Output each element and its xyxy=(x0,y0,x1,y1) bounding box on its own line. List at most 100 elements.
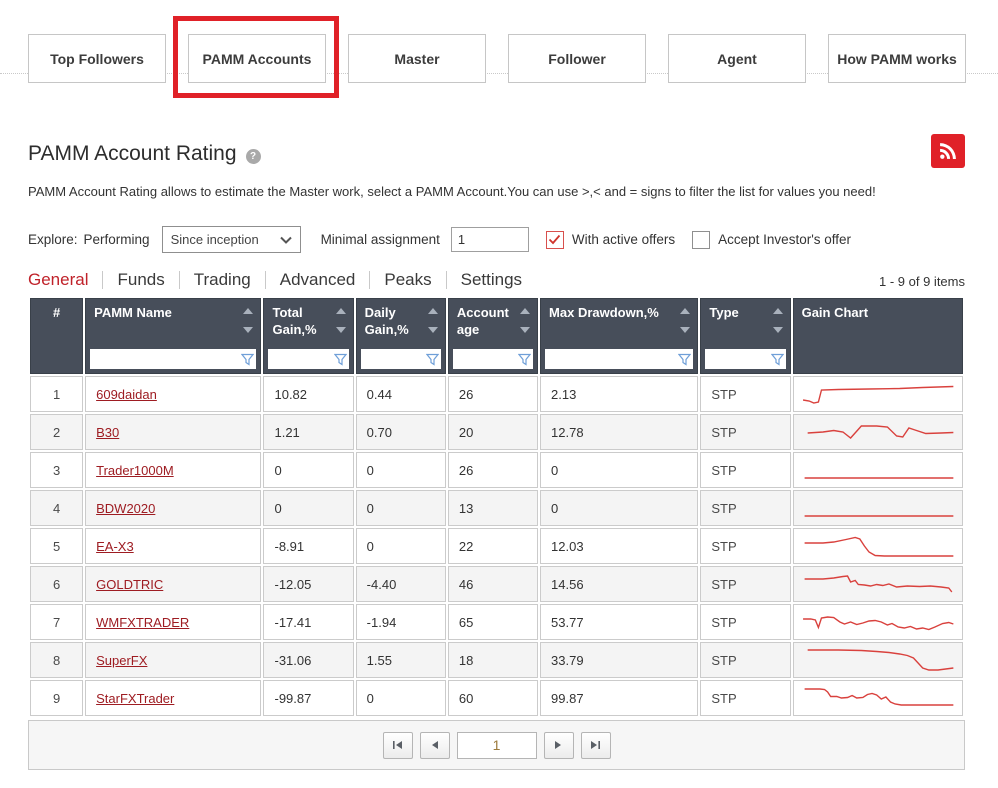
column-filter-input-pamm-name[interactable] xyxy=(90,351,242,367)
sort-ascending-icon[interactable] xyxy=(680,308,691,314)
max-drawdown-cell: 14.56 xyxy=(540,566,699,602)
column-header-total-gain[interactable]: Total Gain,% xyxy=(263,298,354,374)
max-drawdown-cell: 2.13 xyxy=(540,376,699,412)
nav-button-how-pamm-works[interactable]: How PAMM works xyxy=(828,34,966,83)
max-drawdown-cell: 12.78 xyxy=(540,414,699,450)
pamm-name-cell: B30 xyxy=(85,414,262,450)
row-number-cell: 4 xyxy=(30,490,84,526)
table-row: 1 609daidan 10.82 0.44 26 2.13 STP xyxy=(30,376,963,412)
total-gain-cell: -8.91 xyxy=(263,528,354,564)
pagination-prev-button[interactable] xyxy=(419,731,450,759)
column-header-type[interactable]: Type xyxy=(700,298,791,374)
column-filter-input-max-drawdown[interactable] xyxy=(545,351,679,367)
pamm-name-link[interactable]: Trader1000M xyxy=(96,462,174,478)
column-header-pamm-name[interactable]: PAMM Name xyxy=(85,298,262,374)
nav-button-agent[interactable]: Agent xyxy=(668,34,806,83)
period-select[interactable]: Since inception xyxy=(161,226,301,253)
column-filter-input-daily-gain[interactable] xyxy=(360,351,426,367)
gain-sparkline xyxy=(800,645,956,675)
sort-descending-icon[interactable] xyxy=(335,327,346,333)
total-gain-cell: -31.06 xyxy=(263,642,354,678)
column-header-max-drawdown[interactable]: Max Drawdown,% xyxy=(540,298,699,374)
column-filter-box xyxy=(705,349,786,369)
daily-gain-cell: 0.70 xyxy=(355,414,446,450)
accept-investors-offer-checkbox[interactable]: Accept Investor's offer xyxy=(692,230,851,249)
filter-funnel-icon[interactable] xyxy=(678,353,692,366)
pamm-name-link[interactable]: 609daidan xyxy=(96,386,157,402)
nav-button-top-followers[interactable]: Top Followers xyxy=(28,34,166,83)
filter-funnel-icon[interactable] xyxy=(241,353,255,366)
tab-advanced[interactable]: Advanced xyxy=(279,270,356,289)
sort-ascending-icon[interactable] xyxy=(520,308,531,314)
column-header-daily-gain[interactable]: Daily Gain,% xyxy=(355,298,446,374)
chevron-down-icon xyxy=(279,236,292,244)
column-filter-input-type[interactable] xyxy=(705,351,771,367)
tab-separator xyxy=(445,271,447,289)
sort-ascending-icon[interactable] xyxy=(772,308,783,314)
nav-button-master[interactable]: Master xyxy=(348,34,486,83)
sort-descending-icon[interactable] xyxy=(772,327,783,333)
column-filter-input-total-gain[interactable] xyxy=(268,351,334,367)
tab-funds[interactable]: Funds xyxy=(117,270,165,289)
column-filter-input-account-age[interactable] xyxy=(452,351,519,367)
column-header-account-age[interactable]: Account age xyxy=(447,298,539,374)
pagination-last-button[interactable] xyxy=(580,731,611,759)
tab-settings[interactable]: Settings xyxy=(460,270,523,289)
checkbox-checked-icon xyxy=(545,230,564,249)
column-filter-box xyxy=(268,349,349,369)
sort-ascending-icon[interactable] xyxy=(335,308,346,314)
row-number-cell: 3 xyxy=(30,452,84,488)
gain-chart-cell xyxy=(792,604,963,640)
sort-ascending-icon[interactable] xyxy=(427,308,438,314)
pamm-name-link[interactable]: GOLDTRIC xyxy=(96,576,164,592)
table-row: 4 BDW2020 0 0 13 0 STP xyxy=(30,490,963,526)
daily-gain-cell: 1.55 xyxy=(355,642,446,678)
total-gain-cell: -99.87 xyxy=(263,680,354,716)
max-drawdown-cell: 0 xyxy=(540,452,699,488)
nav-button-pamm-accounts[interactable]: PAMM Accounts xyxy=(188,34,326,83)
sort-descending-icon[interactable] xyxy=(243,327,254,333)
filter-funnel-icon[interactable] xyxy=(425,353,439,366)
pamm-name-link[interactable]: BDW2020 xyxy=(96,500,156,516)
sort-descending-icon[interactable] xyxy=(427,327,438,333)
column-header-: # xyxy=(30,298,84,374)
table-row: 5 EA-X3 -8.91 0 22 12.03 STP xyxy=(30,528,963,564)
table-row: 6 GOLDTRIC -12.05 -4.40 46 14.56 STP xyxy=(30,566,963,602)
account-age-cell: 13 xyxy=(447,490,539,526)
pagination-page-input[interactable] xyxy=(456,731,537,759)
sort-ascending-icon[interactable] xyxy=(243,308,254,314)
rss-icon[interactable] xyxy=(931,134,965,168)
tab-general[interactable]: General xyxy=(28,270,89,289)
filter-funnel-icon[interactable] xyxy=(518,353,532,366)
gain-sparkline xyxy=(800,531,956,561)
pamm-name-link[interactable]: WMFXTRADER xyxy=(96,614,190,630)
pamm-name-link[interactable]: B30 xyxy=(96,424,120,440)
filter-funnel-icon[interactable] xyxy=(333,353,347,366)
gain-sparkline xyxy=(800,379,956,409)
minimal-assignment-input[interactable] xyxy=(450,227,529,252)
pamm-name-link[interactable]: EA-X3 xyxy=(96,538,134,554)
max-drawdown-cell: 53.77 xyxy=(540,604,699,640)
page-title: PAMM Account Rating xyxy=(28,142,237,165)
table-row: 3 Trader1000M 0 0 26 0 STP xyxy=(30,452,963,488)
tab-trading[interactable]: Trading xyxy=(193,270,251,289)
pagination-next-button[interactable] xyxy=(543,731,574,759)
gain-chart-cell xyxy=(792,490,963,526)
pagination-bar xyxy=(28,720,965,770)
total-gain-cell: -17.41 xyxy=(263,604,354,640)
nav-button-follower[interactable]: Follower xyxy=(508,34,646,83)
tab-peaks[interactable]: Peaks xyxy=(384,270,432,289)
daily-gain-cell: 0 xyxy=(355,452,446,488)
pamm-name-link[interactable]: StarFXTrader xyxy=(96,690,175,706)
sort-descending-icon[interactable] xyxy=(520,327,531,333)
pamm-name-link[interactable]: SuperFX xyxy=(96,652,148,668)
daily-gain-cell: 0.44 xyxy=(355,376,446,412)
with-active-offers-checkbox[interactable]: With active offers xyxy=(545,230,675,249)
help-icon[interactable]: ? xyxy=(245,148,261,164)
sort-descending-icon[interactable] xyxy=(680,327,691,333)
row-number-cell: 5 xyxy=(30,528,84,564)
column-filter-box xyxy=(360,349,441,369)
page-description: PAMM Account Rating allows to estimate t… xyxy=(28,184,876,199)
filter-funnel-icon[interactable] xyxy=(770,353,784,366)
pagination-first-button[interactable] xyxy=(382,731,413,759)
